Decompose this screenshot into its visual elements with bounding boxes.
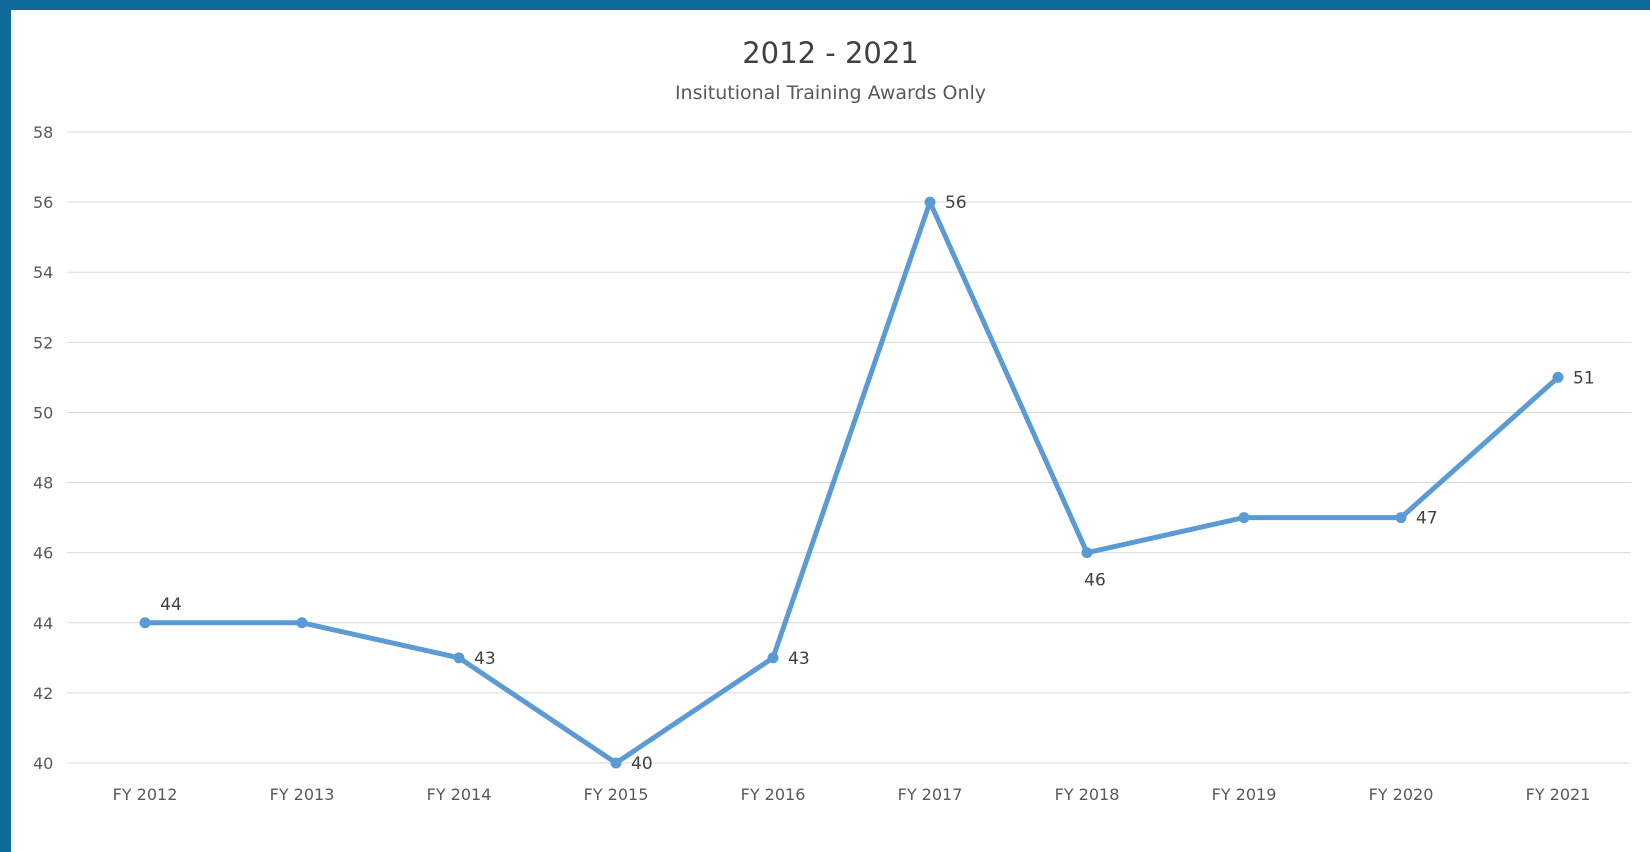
data-label: 43 (474, 649, 496, 669)
data-label: 56 (945, 193, 967, 213)
y-tick-label: 48 (33, 474, 53, 493)
x-tick-label: FY 2018 (1055, 785, 1120, 804)
data-label: 47 (1416, 509, 1438, 529)
x-tick-label: FY 2012 (113, 785, 178, 804)
y-tick-label: 52 (33, 333, 53, 352)
x-tick-label: FY 2021 (1526, 785, 1591, 804)
y-tick-label: 46 (33, 544, 53, 563)
y-tick-label: 54 (33, 263, 53, 282)
x-tick-label: FY 2015 (584, 785, 649, 804)
y-tick-label: 58 (33, 123, 53, 142)
data-point (610, 757, 622, 769)
y-tick-label: 42 (33, 684, 53, 703)
data-point (1552, 371, 1564, 383)
x-tick-label: FY 2014 (427, 785, 492, 804)
data-point (767, 652, 779, 664)
data-label: 43 (788, 649, 810, 669)
data-label: 44 (160, 595, 182, 615)
chart-frame: 2012 - 2021 Insitutional Training Awards… (11, 10, 1650, 852)
data-point (139, 617, 151, 629)
x-tick-label: FY 2016 (741, 785, 806, 804)
x-tick-label: FY 2013 (270, 785, 335, 804)
data-point (296, 617, 308, 629)
y-tick-label: 44 (33, 614, 53, 633)
chart-subtitle: Insitutional Training Awards Only (674, 82, 987, 104)
series-line (142, 199, 1561, 766)
data-point (453, 652, 465, 664)
line-chart: 40 42 44 46 48 50 52 54 56 58 FY 2012 FY 2013 FY 201… (33, 123, 1631, 804)
data-point (924, 196, 936, 208)
x-tick-label: FY 2019 (1212, 785, 1277, 804)
y-tick-label: 40 (33, 754, 53, 773)
chart-title: 2012 - 2021 (742, 36, 919, 70)
data-label: 51 (1573, 368, 1595, 388)
x-tick-label: FY 2020 (1369, 785, 1434, 804)
data-label: 40 (631, 754, 653, 774)
data-point (1081, 547, 1093, 559)
data-point (1395, 512, 1407, 524)
data-point (1238, 512, 1250, 524)
y-tick-label: 56 (33, 193, 53, 212)
data-label: 46 (1084, 571, 1106, 591)
x-tick-label: FY 2017 (898, 785, 963, 804)
y-tick-label: 50 (33, 403, 53, 422)
